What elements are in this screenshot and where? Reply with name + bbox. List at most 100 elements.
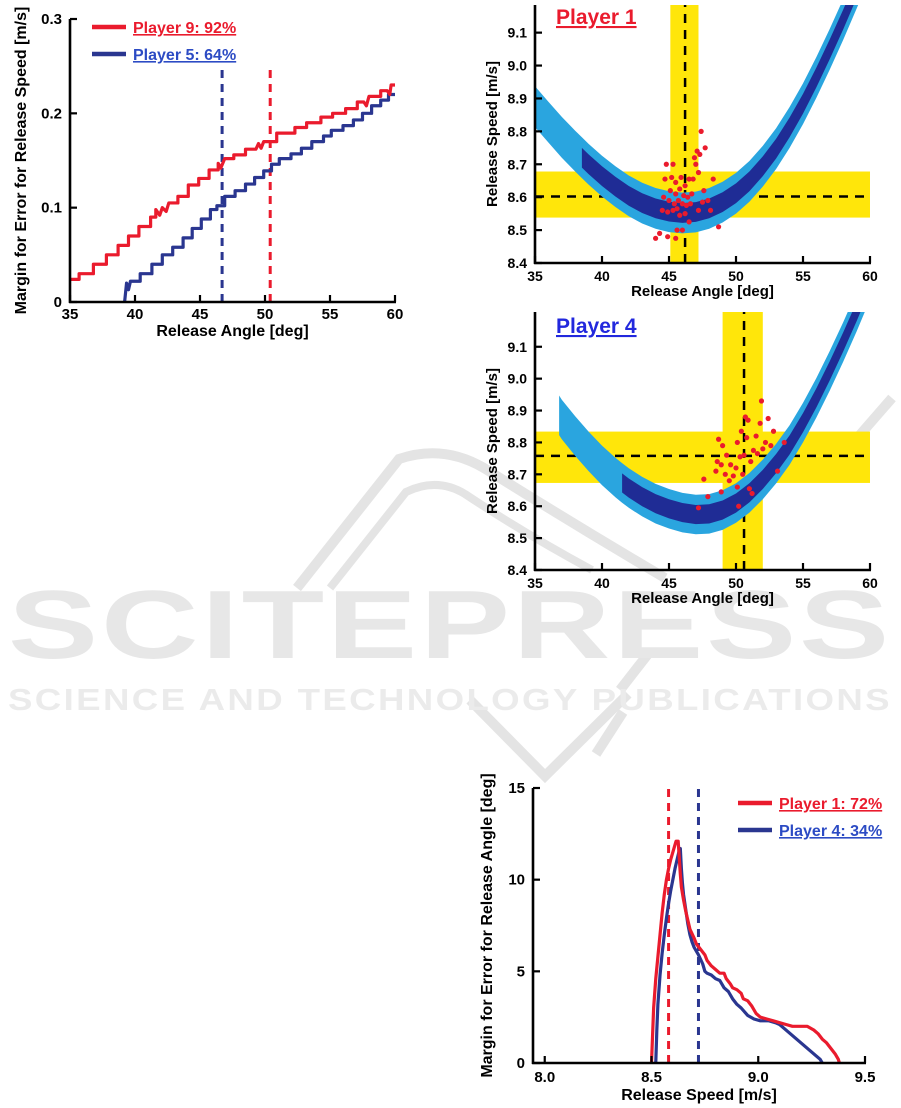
x-tick-label: 8.5 (641, 1069, 662, 1086)
throw-data-point (705, 197, 711, 204)
x-tick-label: 8.0 (534, 1069, 555, 1086)
y-axis-label: Margin for Error for Release Speed [m/s] (13, 7, 30, 315)
throw-data-point (736, 503, 742, 509)
y-tick-label: 8.9 (508, 403, 528, 419)
x-axis-label: Release Angle [deg] (156, 323, 308, 340)
throw-data-point (687, 201, 694, 207)
throw-data-point (653, 235, 659, 241)
series-line (123, 92, 395, 302)
y-tick-label: 0.2 (41, 105, 62, 122)
plot-area (535, 312, 870, 570)
throw-data-point (718, 489, 724, 495)
throw-data-point (713, 468, 719, 474)
throw-data-point (681, 192, 687, 199)
x-tick-label: 45 (192, 306, 209, 323)
legend-label: Player 9: 92% (133, 20, 236, 37)
throw-data-point (740, 471, 746, 477)
throw-data-point (715, 436, 722, 442)
watermark-swoosh-mountain-inner (326, 480, 594, 591)
watermark-brand-text: SCITEPRESS (8, 570, 892, 679)
x-tick-label: 45 (661, 575, 677, 591)
x-tick-label: 9.5 (855, 1069, 876, 1086)
throw-data-point (758, 398, 765, 404)
legend-label: Player 1: 72% (779, 796, 882, 813)
throw-data-point (697, 151, 703, 158)
throw-data-point (746, 486, 753, 492)
x-tick-label: 9.0 (748, 1069, 769, 1086)
series-line (649, 839, 841, 1063)
chart-player4_solution_space: 35 40 45 50 55 60 8.4 8.5 8.6 8.7 8.8 8.9 9.0 9.1 Rele… (484, 312, 878, 607)
x-axis-label: Release Angle [deg] (631, 283, 774, 300)
chart-player1_solution_space: 35 40 45 50 55 60 8.4 8.5 8.6 8.7 8.8 8.9 9.0 9.1 Rele… (484, 5, 878, 300)
x-tick-label: 35 (527, 268, 543, 284)
x-tick-label: 50 (257, 306, 274, 323)
throw-data-point (677, 212, 683, 218)
x-tick-label: 40 (594, 575, 610, 591)
watermark-swoosh-mountain-outer (293, 448, 668, 592)
throw-data-point (705, 494, 711, 500)
y-tick-label: 8.4 (508, 255, 528, 271)
solution-band-light (559, 312, 865, 535)
throw-data-point (693, 161, 699, 167)
throw-data-point (715, 224, 722, 230)
throw-data-point (675, 197, 681, 204)
throw-data-point (679, 201, 686, 207)
y-tick-label: 8.7 (508, 156, 528, 172)
throw-data-point (665, 209, 671, 215)
y-tick-label: 8.6 (508, 189, 528, 205)
throw-data-point (728, 462, 734, 468)
y-tick-label: 9.1 (508, 339, 528, 355)
y-tick-label: 0.3 (41, 11, 62, 28)
throw-data-point (770, 428, 777, 434)
throw-data-point (762, 439, 769, 446)
throw-data-point (695, 169, 702, 176)
throw-data-point (749, 490, 755, 497)
throw-data-point (702, 145, 708, 151)
chart-margin_error_release_speed: 35 40 45 50 55 60 0 0.1 0.2 0.3 Release Angle [deg… (13, 7, 403, 340)
legend-label: Player 4: 34% (779, 823, 882, 840)
y-tick-label: 8.7 (508, 466, 528, 482)
throw-data-point (737, 454, 743, 460)
throw-data-point (750, 447, 757, 454)
series-line (654, 846, 824, 1063)
x-tick-label: 35 (62, 306, 79, 323)
y-tick-label: 8.6 (508, 498, 528, 514)
throw-data-point (690, 176, 696, 182)
series-line (70, 83, 395, 281)
throw-data-point (757, 420, 763, 426)
throw-data-point (718, 462, 724, 468)
legend-label: Player 5: 64% (133, 47, 236, 64)
throw-data-point (663, 161, 669, 167)
x-tick-label: 55 (795, 268, 811, 284)
throw-data-point (765, 415, 771, 422)
throw-data-point (707, 207, 714, 213)
throw-data-point (781, 439, 787, 446)
throw-data-point (689, 191, 695, 197)
throw-data-point (673, 191, 679, 197)
plot-area (535, 5, 870, 263)
x-tick-label: 55 (795, 575, 811, 591)
y-axis-label: Release Speed [m/s] (484, 368, 501, 514)
throw-data-point (710, 176, 716, 182)
watermark-slash-1 (616, 650, 652, 694)
y-tick-label: 15 (508, 780, 525, 797)
throw-data-point (670, 207, 676, 213)
solution-band-dark (622, 312, 861, 525)
throw-data-point (662, 176, 668, 182)
y-tick-label: 8.8 (508, 434, 528, 450)
y-tick-label: 9.0 (508, 371, 528, 387)
throw-data-point (701, 476, 707, 482)
throw-data-point (748, 458, 754, 465)
throw-data-point (674, 206, 680, 212)
throw-data-point (734, 484, 740, 490)
y-tick-label: 5 (517, 963, 525, 980)
plot-area (649, 788, 841, 1063)
throw-data-point (673, 235, 679, 241)
throw-data-point (674, 227, 680, 233)
y-tick-label: 8.5 (508, 530, 528, 546)
throw-data-point (678, 174, 684, 181)
y-tick-label: 0 (517, 1055, 525, 1072)
